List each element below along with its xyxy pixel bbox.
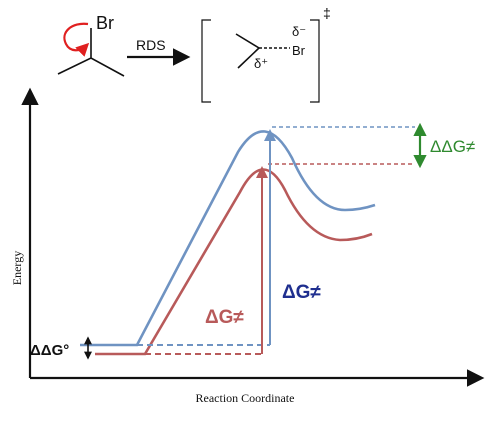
right-bracket — [310, 19, 320, 103]
y-axis-label: Energy — [10, 251, 24, 285]
rds-label: RDS — [136, 37, 166, 53]
ts-delta-minus: δ⁻ — [292, 24, 306, 39]
double-dagger-symbol: ‡ — [323, 5, 331, 21]
ddg-ground-label: ΔΔG° — [30, 342, 69, 359]
left-bracket — [201, 19, 211, 103]
ddg-ts-label: ΔΔG≠ — [430, 137, 475, 156]
axes: Energy Reaction Coordinate — [10, 87, 485, 405]
dg-blue-label: ΔG≠ — [282, 282, 321, 303]
blue-energy-curve — [80, 130, 376, 347]
ts-delta-plus: δ⁺ — [254, 56, 268, 71]
red-energy-curve — [95, 168, 373, 356]
ts-br-label: Br — [292, 43, 306, 58]
x-axis-label: Reaction Coordinate — [196, 391, 295, 405]
dg-red-label: ΔG≠ — [205, 307, 244, 328]
transition-state: δ⁻ Br δ⁺ ‡ — [201, 5, 331, 103]
reactant-molecule: Br — [57, 13, 125, 77]
reactant-br-label: Br — [96, 13, 114, 33]
rds-arrow: RDS — [127, 37, 191, 66]
curly-arrow-icon — [63, 22, 90, 57]
